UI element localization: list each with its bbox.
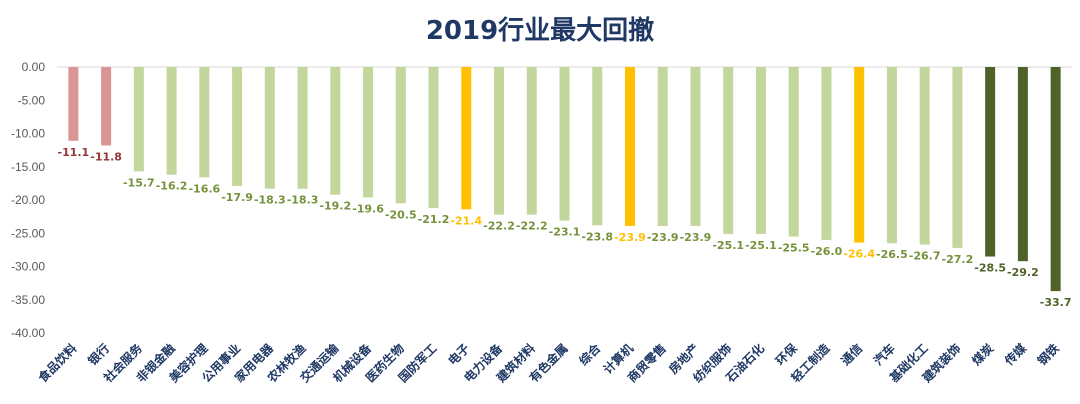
y-tick-label: -5.00 — [18, 93, 46, 107]
data-label: -26.0 — [811, 245, 843, 258]
data-label: -22.2 — [483, 220, 515, 233]
data-label: -28.5 — [974, 262, 1006, 275]
bar — [952, 67, 963, 248]
bar — [461, 67, 472, 210]
y-tick-label: -20.00 — [11, 193, 45, 207]
bar — [1017, 67, 1028, 262]
data-label: -19.6 — [352, 202, 384, 215]
bar — [985, 67, 996, 257]
data-label: -26.4 — [843, 248, 875, 261]
data-label: -16.6 — [188, 182, 220, 195]
data-label: -25.1 — [712, 239, 744, 252]
data-label: -22.2 — [516, 220, 548, 233]
bar — [624, 67, 635, 226]
bar — [657, 67, 668, 226]
data-label: -23.1 — [549, 226, 581, 239]
data-label: -23.9 — [614, 231, 646, 244]
bar — [886, 67, 897, 244]
y-tick-label: -25.00 — [11, 226, 45, 240]
data-label: -23.9 — [680, 231, 712, 244]
data-label: -29.2 — [1007, 266, 1039, 279]
bar — [101, 67, 112, 146]
bar — [821, 67, 832, 240]
x-axis: 食品饮料 银行社会服务非银金融美容护理公用事业家用电器农林牧渔交通运输机械设备医药… — [34, 340, 1062, 386]
x-tick-label: 汽车 — [870, 341, 898, 369]
bar — [428, 67, 439, 208]
bar — [755, 67, 766, 234]
y-tick-label: -15.00 — [11, 160, 45, 174]
data-label: -11.8 — [90, 150, 122, 163]
bar — [264, 67, 275, 189]
bar — [133, 67, 144, 172]
data-label: -19.2 — [319, 200, 351, 213]
data-label: -16.2 — [156, 180, 188, 193]
data-label: -18.3 — [254, 194, 286, 207]
bar — [690, 67, 701, 226]
bar — [166, 67, 177, 175]
x-tick-label: 食品饮料 — [34, 341, 79, 386]
y-tick-label: -30.00 — [11, 260, 45, 274]
bar — [1050, 67, 1061, 292]
bar — [330, 67, 341, 195]
data-label: -33.7 — [1040, 296, 1072, 309]
bar — [526, 67, 537, 215]
x-tick-label: 传媒 — [1001, 340, 1030, 369]
data-label: -23.9 — [647, 231, 679, 244]
bar — [363, 67, 374, 198]
x-tick-label: 钢铁 — [1034, 341, 1062, 369]
data-label: -25.5 — [778, 242, 810, 255]
bar — [592, 67, 603, 226]
chart-title: 2019行业最大回撤 — [425, 16, 655, 46]
bar — [199, 67, 210, 178]
bar — [788, 67, 799, 237]
data-label: -18.3 — [287, 194, 319, 207]
x-tick-label: 环保 — [772, 340, 800, 368]
bar — [854, 67, 865, 243]
bar — [559, 67, 570, 221]
data-label: -17.9 — [221, 191, 253, 204]
bar — [494, 67, 505, 215]
data-label: -20.5 — [385, 208, 417, 221]
x-tick-label: 综合 — [576, 340, 604, 368]
y-axis: 0.00-5.00-10.00-15.00-20.00-25.00-30.00-… — [11, 60, 1072, 340]
data-label: -26.7 — [909, 250, 941, 263]
data-labels: -11.1 -11.8-15.7 -16.2 -16.6-17.9 -18.3 -18.3… — [58, 146, 1072, 309]
data-label: -26.5 — [876, 248, 908, 261]
data-label: -21.2 — [418, 213, 450, 226]
bar — [723, 67, 734, 234]
data-label: -15.7 — [123, 176, 155, 189]
data-label: -25.1 — [745, 239, 777, 252]
data-label: -23.8 — [581, 230, 613, 243]
x-tick-label: 银行 — [85, 341, 113, 369]
x-tick-label: 通信 — [838, 341, 866, 369]
data-label: -27.2 — [942, 253, 974, 266]
bar — [232, 67, 243, 187]
x-tick-label: 煤炭 — [969, 341, 997, 369]
y-tick-label: -35.00 — [11, 293, 45, 307]
y-tick-label: -10.00 — [11, 127, 45, 141]
y-tick-label: -40.00 — [11, 326, 45, 340]
bar — [919, 67, 930, 245]
data-label: -11.1 — [58, 146, 90, 159]
bars — [68, 67, 1061, 292]
x-tick-label: 电子 — [445, 341, 473, 369]
data-label: -21.4 — [450, 214, 482, 227]
bar — [68, 67, 79, 141]
y-tick-label: 0.00 — [22, 60, 46, 74]
bar — [297, 67, 308, 189]
bar — [395, 67, 406, 204]
